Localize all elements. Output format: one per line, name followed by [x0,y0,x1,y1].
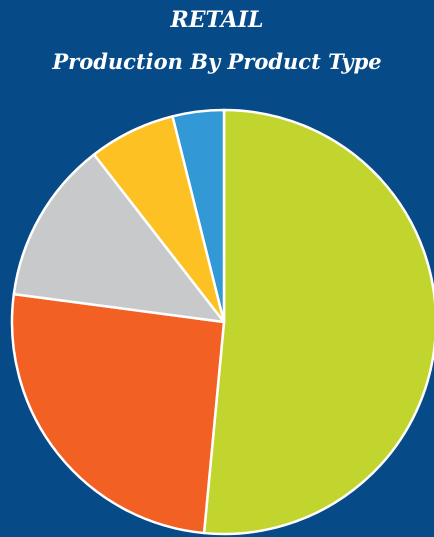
pie-slice-1 [202,108,434,536]
pie-slice-3 [12,153,226,324]
pie-slice-2 [10,292,226,535]
chart-subtitle: Production By Product Type [52,49,382,74]
chart-title: RETAIL [170,7,264,33]
pie-slice-5 [171,108,226,324]
